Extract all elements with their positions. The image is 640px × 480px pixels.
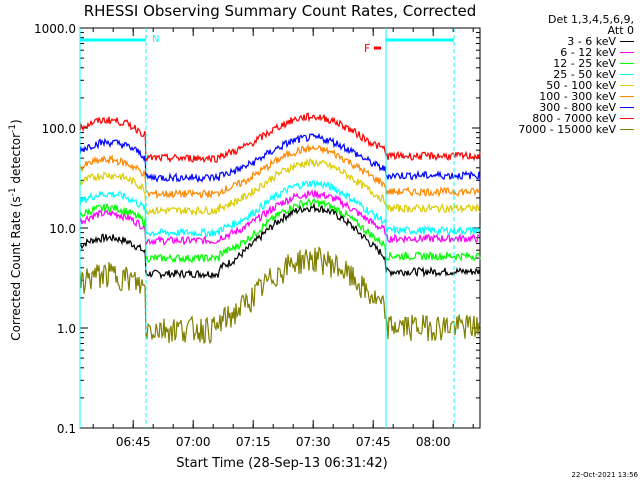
legend-label: 800 - 7000 keV bbox=[532, 112, 616, 125]
y-tick-label: 1.0 bbox=[57, 322, 76, 336]
y-tick-label: 10.0 bbox=[49, 222, 76, 236]
series-line-3-6keV bbox=[79, 202, 481, 280]
x-axis-label: Start Time (28-Sep-13 06:31:42) bbox=[176, 456, 387, 471]
legend-entry: 6 - 12 keV bbox=[474, 47, 634, 58]
legend-swatch bbox=[620, 52, 634, 53]
legend-entries: 3 - 6 keV 6 - 12 keV 12 - 25 keV 25 - 50 ke… bbox=[474, 36, 634, 135]
y-tick-label: 1000.0 bbox=[34, 22, 76, 36]
series-line-6-12keV bbox=[79, 189, 481, 247]
legend-entry: 100 - 300 keV bbox=[474, 91, 634, 102]
legend-label: 25 - 50 keV bbox=[553, 68, 616, 81]
legend-swatch bbox=[620, 63, 634, 64]
x-tick-label: 07:30 bbox=[296, 435, 331, 449]
legend-entry: 7000 - 15000 keV bbox=[474, 124, 634, 135]
x-tick-label: 07:15 bbox=[236, 435, 271, 449]
flare-marker-label: F bbox=[364, 42, 370, 55]
legend-label: 300 - 800 keV bbox=[539, 101, 616, 114]
footer-timestamp: 22-Oct-2021 13:56 bbox=[571, 471, 638, 479]
legend: Det 1,3,4,5,6,9, Att 0 3 - 6 keV 6 - 12 k… bbox=[474, 14, 634, 135]
legend-entry: 800 - 7000 keV bbox=[474, 113, 634, 124]
y-tick-label: 0.1 bbox=[57, 422, 76, 436]
series-line-50-100keV bbox=[79, 157, 481, 217]
axis-ticks: 0.1 1.0 10.0 100.0 1000.0 06:45 07:00 07:15 07:3… bbox=[34, 22, 480, 449]
legend-swatch bbox=[620, 74, 634, 75]
legend-swatch bbox=[620, 85, 634, 86]
series-line-25-50keV bbox=[79, 179, 481, 238]
legend-entry: 25 - 50 keV bbox=[474, 69, 634, 80]
x-tick-label: 08:00 bbox=[416, 435, 451, 449]
series-group bbox=[79, 112, 481, 345]
legend-label: 3 - 6 keV bbox=[567, 35, 616, 48]
legend-swatch bbox=[620, 107, 634, 108]
legend-swatch bbox=[620, 96, 634, 97]
x-tick-label: 07:45 bbox=[356, 435, 391, 449]
legend-header-line1: Det 1,3,4,5,6,9, bbox=[547, 13, 634, 26]
legend-entry: 3 - 6 keV bbox=[474, 36, 634, 47]
night-marker-label: N bbox=[152, 34, 159, 45]
y-tick-label: 100.0 bbox=[42, 122, 76, 136]
legend-header-line2: Att 0 bbox=[607, 24, 634, 37]
legend-entry: 12 - 25 keV bbox=[474, 58, 634, 69]
legend-swatch bbox=[620, 41, 634, 42]
legend-label: 100 - 300 keV bbox=[539, 90, 616, 103]
series-line-12-25keV bbox=[79, 197, 481, 264]
legend-label: 7000 - 15000 keV bbox=[518, 123, 616, 136]
legend-label: 6 - 12 keV bbox=[560, 46, 616, 59]
series-line-100-300keV bbox=[79, 143, 481, 200]
y-axis-label: Corrected Count Rate (s-1 detector-1) bbox=[8, 119, 23, 340]
orbit-markers: NF bbox=[79, 28, 455, 428]
series-line-300-800keV bbox=[79, 132, 481, 184]
x-tick-label: 06:45 bbox=[116, 435, 151, 449]
legend-swatch bbox=[620, 118, 634, 119]
series-line-800-7000keV bbox=[79, 112, 481, 164]
legend-entry: 50 - 100 keV bbox=[474, 80, 634, 91]
legend-label: 50 - 100 keV bbox=[546, 79, 616, 92]
x-tick-label: 07:00 bbox=[176, 435, 211, 449]
legend-entry: 300 - 800 keV bbox=[474, 102, 634, 113]
series-line-7000-15000keV bbox=[79, 246, 481, 345]
chart-title: RHESSI Observing Summary Count Rates, Co… bbox=[84, 2, 477, 20]
legend-label: 12 - 25 keV bbox=[553, 57, 616, 70]
legend-swatch bbox=[620, 129, 634, 130]
